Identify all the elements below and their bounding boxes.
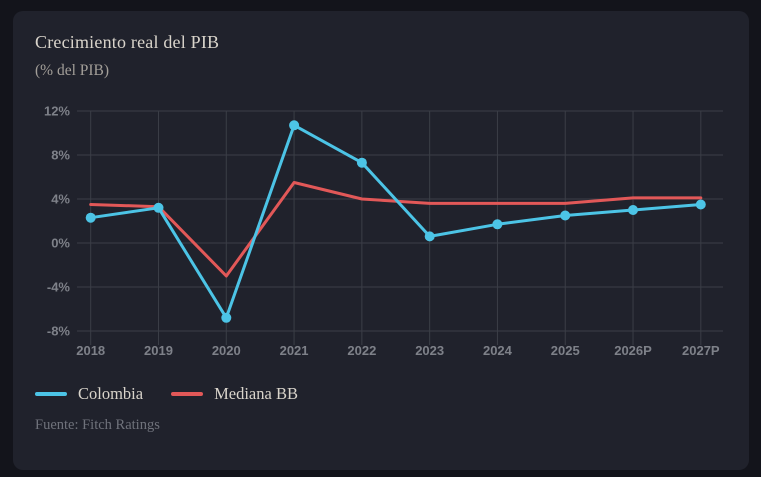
y-axis-tick-label: 4% (51, 192, 70, 207)
x-axis-tick-label: 2019 (144, 343, 173, 358)
x-axis-tick-label: 2024 (483, 343, 513, 358)
legend-swatch-mediana-bb (171, 392, 204, 396)
series-line-mediana-bb (89, 181, 703, 278)
y-axis-tick-label: 0% (51, 236, 70, 251)
data-point-colombia (221, 312, 232, 323)
legend-swatch-colombia (35, 392, 67, 396)
chart-title: Crecimiento real del PIB (35, 32, 220, 52)
legend-label: Colombia (78, 384, 144, 403)
data-point-colombia (492, 219, 503, 230)
legend-item-mediana-bb[interactable]: Mediana BB (171, 384, 298, 404)
data-point-colombia (424, 231, 435, 242)
y-axis-tick-label: -8% (47, 324, 71, 339)
x-axis-tick-label: 2027P (682, 343, 720, 358)
x-axis-tick-label: 2025 (551, 343, 580, 358)
x-axis-tick-label: 2026P (614, 343, 652, 358)
y-axis-tick-label: 12% (44, 104, 70, 119)
x-axis-tick-label: 2022 (347, 343, 376, 358)
x-axis-tick-label: 2023 (415, 343, 444, 358)
data-point-colombia (628, 205, 638, 215)
data-point-colombia (560, 210, 571, 221)
chart-subtitle: (% del PIB) (35, 62, 110, 79)
x-axis-tick-label: 2018 (76, 343, 105, 358)
y-axis-tick-label: 8% (51, 148, 70, 163)
data-point-colombia (695, 199, 706, 210)
y-axis-tick-label: -4% (47, 280, 71, 295)
x-axis-tick-label: 2020 (212, 343, 241, 358)
series-line-colombia (89, 123, 703, 320)
legend-label: Mediana BB (214, 384, 298, 403)
source-note: Fuente: Fitch Ratings (35, 417, 160, 433)
chart-plot-area: 12% 8% 4% 0% -4% -8% 2018 2019 2020 2021 2022 2023 2… (44, 104, 723, 358)
x-axis-tick-label: 2021 (280, 343, 309, 358)
data-point-colombia (289, 120, 300, 131)
data-point-colombia (153, 202, 164, 213)
data-point-colombia (356, 157, 367, 168)
chart-legend: Colombia Mediana BB (35, 384, 298, 404)
chart-card: Crecimiento real del PIB (% del PIB) 12%… (13, 11, 749, 470)
data-point-colombia (85, 212, 96, 223)
legend-item-colombia[interactable]: Colombia (35, 384, 143, 404)
